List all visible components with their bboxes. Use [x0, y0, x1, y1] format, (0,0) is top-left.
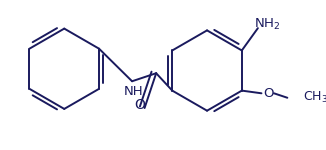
Text: O: O: [263, 87, 274, 100]
Text: CH$_3$: CH$_3$: [304, 90, 326, 105]
Text: NH$_2$: NH$_2$: [254, 17, 280, 32]
Text: O: O: [134, 98, 145, 112]
Text: NH: NH: [124, 85, 144, 98]
